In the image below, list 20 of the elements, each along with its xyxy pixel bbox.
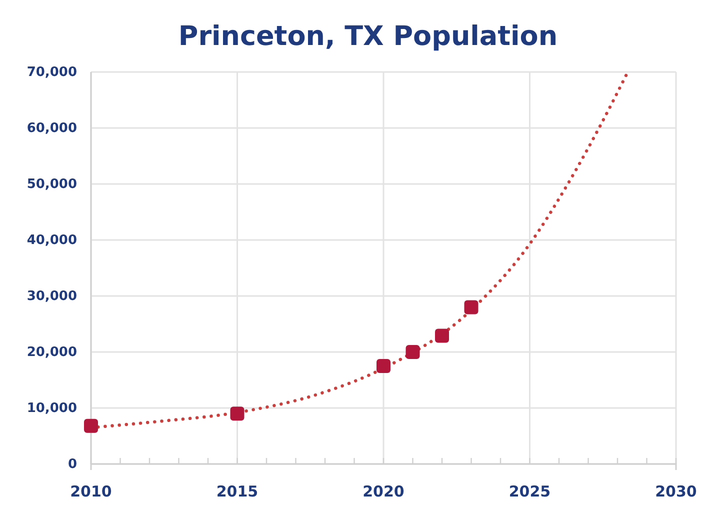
x-tick-label: 2025 [508, 482, 551, 501]
point [376, 359, 390, 373]
point [84, 418, 98, 433]
chart-title: Princeton, TX Population [178, 21, 558, 52]
y-tick-label: 30,000 [26, 289, 77, 304]
x-tick-label: 2010 [70, 482, 112, 501]
x-tick-label: 2015 [216, 482, 258, 501]
point [464, 300, 478, 314]
y-tick-label: 50,000 [26, 177, 77, 192]
y-tick-label: 10,000 [26, 401, 77, 416]
point [230, 406, 244, 421]
x-tick-label: 2020 [362, 482, 404, 501]
y-tick-label: 60,000 [26, 121, 77, 136]
y-tick-label: 70,000 [26, 65, 77, 80]
x-tick-label: 2030 [655, 482, 697, 501]
y-tick-label: 40,000 [26, 233, 77, 248]
point [406, 345, 420, 359]
point [435, 328, 449, 343]
y-tick-label: 0 [68, 457, 77, 472]
y-tick-label: 20,000 [26, 345, 77, 360]
